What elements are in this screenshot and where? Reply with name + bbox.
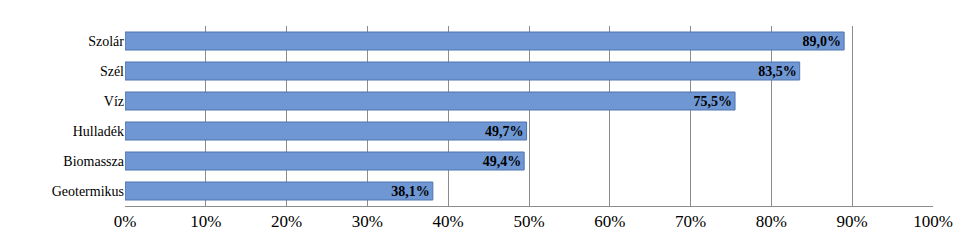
svg-text:75,5%: 75,5% (694, 94, 733, 109)
svg-text:49,7%: 49,7% (485, 124, 523, 139)
svg-text:10%: 10% (190, 212, 221, 231)
svg-text:Geotermikus: Geotermikus (52, 184, 124, 199)
svg-text:60%: 60% (594, 212, 625, 231)
svg-text:Hulladék: Hulladék (73, 124, 124, 139)
svg-text:Szolár: Szolár (88, 34, 124, 49)
svg-text:100%: 100% (913, 212, 953, 231)
svg-text:38,1%: 38,1% (391, 184, 430, 199)
svg-text:Biomassza: Biomassza (63, 154, 124, 169)
svg-text:83,5%: 83,5% (758, 64, 797, 79)
svg-text:70%: 70% (675, 212, 706, 231)
svg-text:Szél: Szél (100, 64, 124, 79)
svg-text:49,4%: 49,4% (483, 154, 522, 169)
svg-text:Víz: Víz (104, 94, 124, 109)
svg-text:0%: 0% (114, 212, 137, 231)
svg-text:30%: 30% (352, 212, 383, 231)
svg-text:90%: 90% (837, 212, 868, 231)
svg-text:40%: 40% (433, 212, 464, 231)
svg-text:20%: 20% (271, 212, 302, 231)
svg-text:50%: 50% (513, 212, 544, 231)
svg-text:89,0%: 89,0% (803, 34, 842, 49)
svg-text:80%: 80% (756, 212, 787, 231)
